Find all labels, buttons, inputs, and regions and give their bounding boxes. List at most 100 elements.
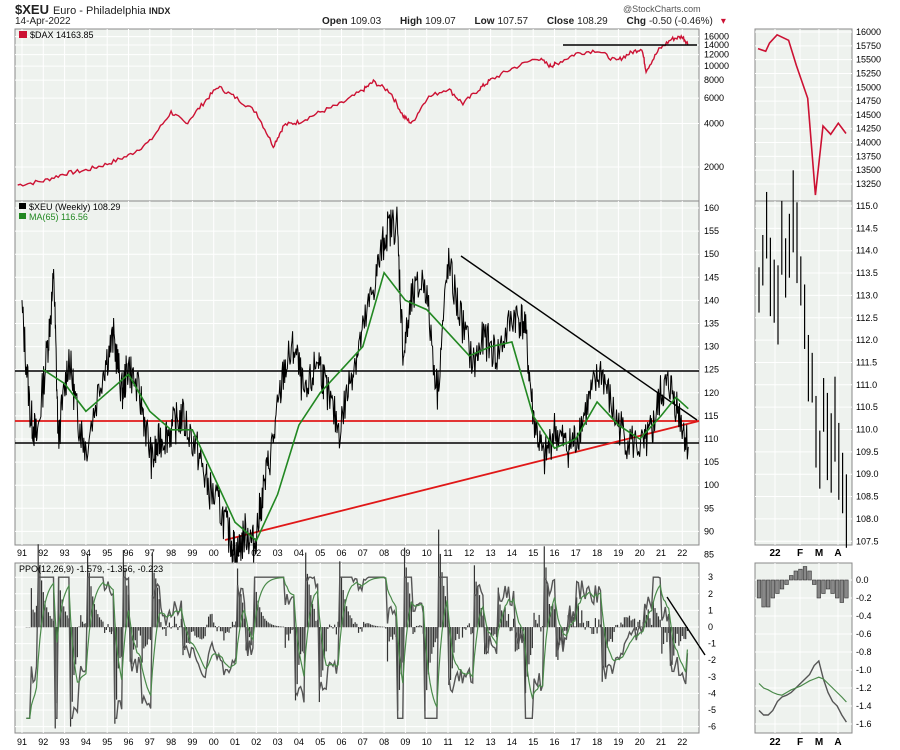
ppo-histogram-bar [47, 612, 50, 628]
ppo-histogram-bar [443, 585, 445, 628]
ppo-histogram-bar [550, 606, 552, 628]
price-y-tick: 95 [704, 503, 714, 513]
ohlc-readout: Open 109.03 High 109.07 Low 107.57 Close 108… [322, 16, 726, 27]
ppo-histogram-bar [506, 620, 508, 628]
ppo-x-tick: 04 [294, 737, 304, 747]
ppo-zoom-histogram-bar [793, 570, 798, 581]
dax-zoom-y-tick: 15750 [856, 41, 881, 51]
ppo-histogram-bar [80, 615, 82, 628]
price-zoom-bg [754, 200, 853, 546]
ppo-histogram-bar [584, 627, 586, 630]
ppo-histogram-bar [271, 624, 273, 628]
panel-dax-zoom: 16000 15750 15500 15250 15000 14750 14500 14250… [754, 27, 881, 202]
ppo-histogram-bar [579, 623, 581, 628]
ppo-histogram-bar [562, 627, 564, 646]
price-zoom-y-tick: 113.5 [856, 268, 878, 278]
ppo-histogram-bar [344, 599, 346, 628]
ppo-histogram-bar [179, 626, 181, 628]
ppo-histogram-bar [502, 611, 504, 628]
ppo-histogram-bar [605, 627, 607, 668]
ppo-histogram-bar [589, 627, 591, 629]
ppo-zoom-histogram-bar [839, 579, 844, 603]
ppo-histogram-bar [167, 626, 169, 628]
ppo-x-tick: 07 [358, 737, 368, 747]
ppo-histogram-bar [633, 618, 636, 628]
ppo-histogram-bar [288, 627, 290, 641]
ppo-histogram-bar [85, 623, 87, 628]
ppo-histogram-bar [100, 619, 102, 628]
ppo-histogram-bar [40, 580, 43, 628]
ppo-histogram-bar [117, 627, 119, 669]
ppo-histogram-bar [163, 627, 165, 629]
dax-zoom-y-tick: 13750 [856, 151, 881, 161]
ppo-histogram-bar [184, 627, 186, 651]
ppo-x-tick: 03 [273, 737, 283, 747]
ppo-histogram-bar [541, 626, 544, 628]
ppo-histogram-bar [540, 627, 542, 632]
ppo-histogram-bar [533, 612, 535, 628]
ppo-histogram-bar [233, 624, 235, 628]
ppo-histogram-bar [608, 627, 610, 642]
ppo-histogram-bar [153, 572, 155, 628]
ppo-histogram-bar [223, 627, 225, 641]
dax-y-tick: 16000 [704, 32, 729, 42]
ppo-histogram-bar [373, 625, 375, 628]
ppo-histogram-bar [243, 618, 245, 628]
price-x-tick: 06 [336, 548, 346, 558]
ppo-histogram-bar [436, 627, 438, 639]
ppo-histogram-bar [104, 627, 106, 633]
ppo-zoom-histogram-bar [821, 579, 826, 594]
price-x-tick: 01 [230, 548, 240, 558]
ppo-histogram-bar [173, 616, 176, 628]
ppo-histogram-bar [66, 615, 68, 628]
high-value: 109.07 [425, 16, 456, 27]
ppo-histogram-bar [124, 569, 126, 628]
ppo-histogram-bar [296, 627, 298, 685]
ppo-histogram-bar [328, 624, 331, 628]
ppo-histogram-bar [247, 627, 249, 656]
ppo-histogram-bar [276, 625, 278, 628]
ppo-histogram-bar [593, 627, 595, 634]
ppo-histogram-bar [637, 621, 639, 628]
ppo-histogram-bar [622, 624, 624, 628]
ppo-histogram-bar [83, 623, 85, 628]
ppo-histogram-bar [523, 627, 525, 631]
ma-legend: MA(65) 116.56 [29, 212, 88, 222]
ppo-x-tick: 09 [400, 737, 410, 747]
dax-zoom-y-tick: 15000 [856, 82, 881, 92]
ppo-histogram-bar [654, 608, 656, 628]
ppo-histogram-bar [392, 627, 394, 640]
ppo-histogram-bar [155, 578, 157, 628]
ppo-histogram-bar [417, 625, 419, 628]
dax-zoom-y-tick: 14250 [856, 124, 881, 134]
ppo-histogram-bar [315, 620, 317, 628]
ppo-histogram-bar [264, 618, 266, 628]
price-y-tick: 90 [704, 526, 714, 536]
ppo-histogram-bar [526, 627, 528, 677]
low-value: 107.57 [497, 16, 529, 27]
ppo-histogram-bar [165, 627, 167, 637]
ppo-y-tick: 2 [708, 589, 713, 599]
ppo-histogram-bar [260, 612, 263, 628]
price-x-tick: 07 [358, 548, 368, 558]
ppo-histogram-bar [95, 609, 97, 628]
price-y-tick: 135 [704, 319, 719, 329]
ppo-histogram-bar [327, 627, 329, 630]
ppo-histogram-bar [225, 627, 227, 634]
ppo-histogram-bar [518, 627, 520, 650]
ppo-histogram-bar [346, 606, 348, 628]
ppo-legend: PPO(12,26,9) -1.579, -1.356, -0.223 [19, 564, 163, 574]
symbol-title: $XEU Euro - Philadelphia INDX [15, 2, 171, 17]
ppo-histogram-bar [211, 613, 213, 628]
ppo-histogram-bar [313, 608, 315, 628]
ppo-histogram-bar [262, 615, 264, 628]
ppo-histogram-bar [530, 627, 532, 656]
ppo-histogram-bar [359, 627, 361, 630]
ppo-zoom-histogram-bar [784, 579, 789, 585]
price-x-tick: 94 [81, 548, 91, 558]
ppo-histogram-bar [330, 626, 332, 628]
ppo-histogram-bar [119, 627, 121, 659]
ppo-histogram-bar [374, 625, 377, 628]
ppo-histogram-bar [63, 606, 65, 628]
